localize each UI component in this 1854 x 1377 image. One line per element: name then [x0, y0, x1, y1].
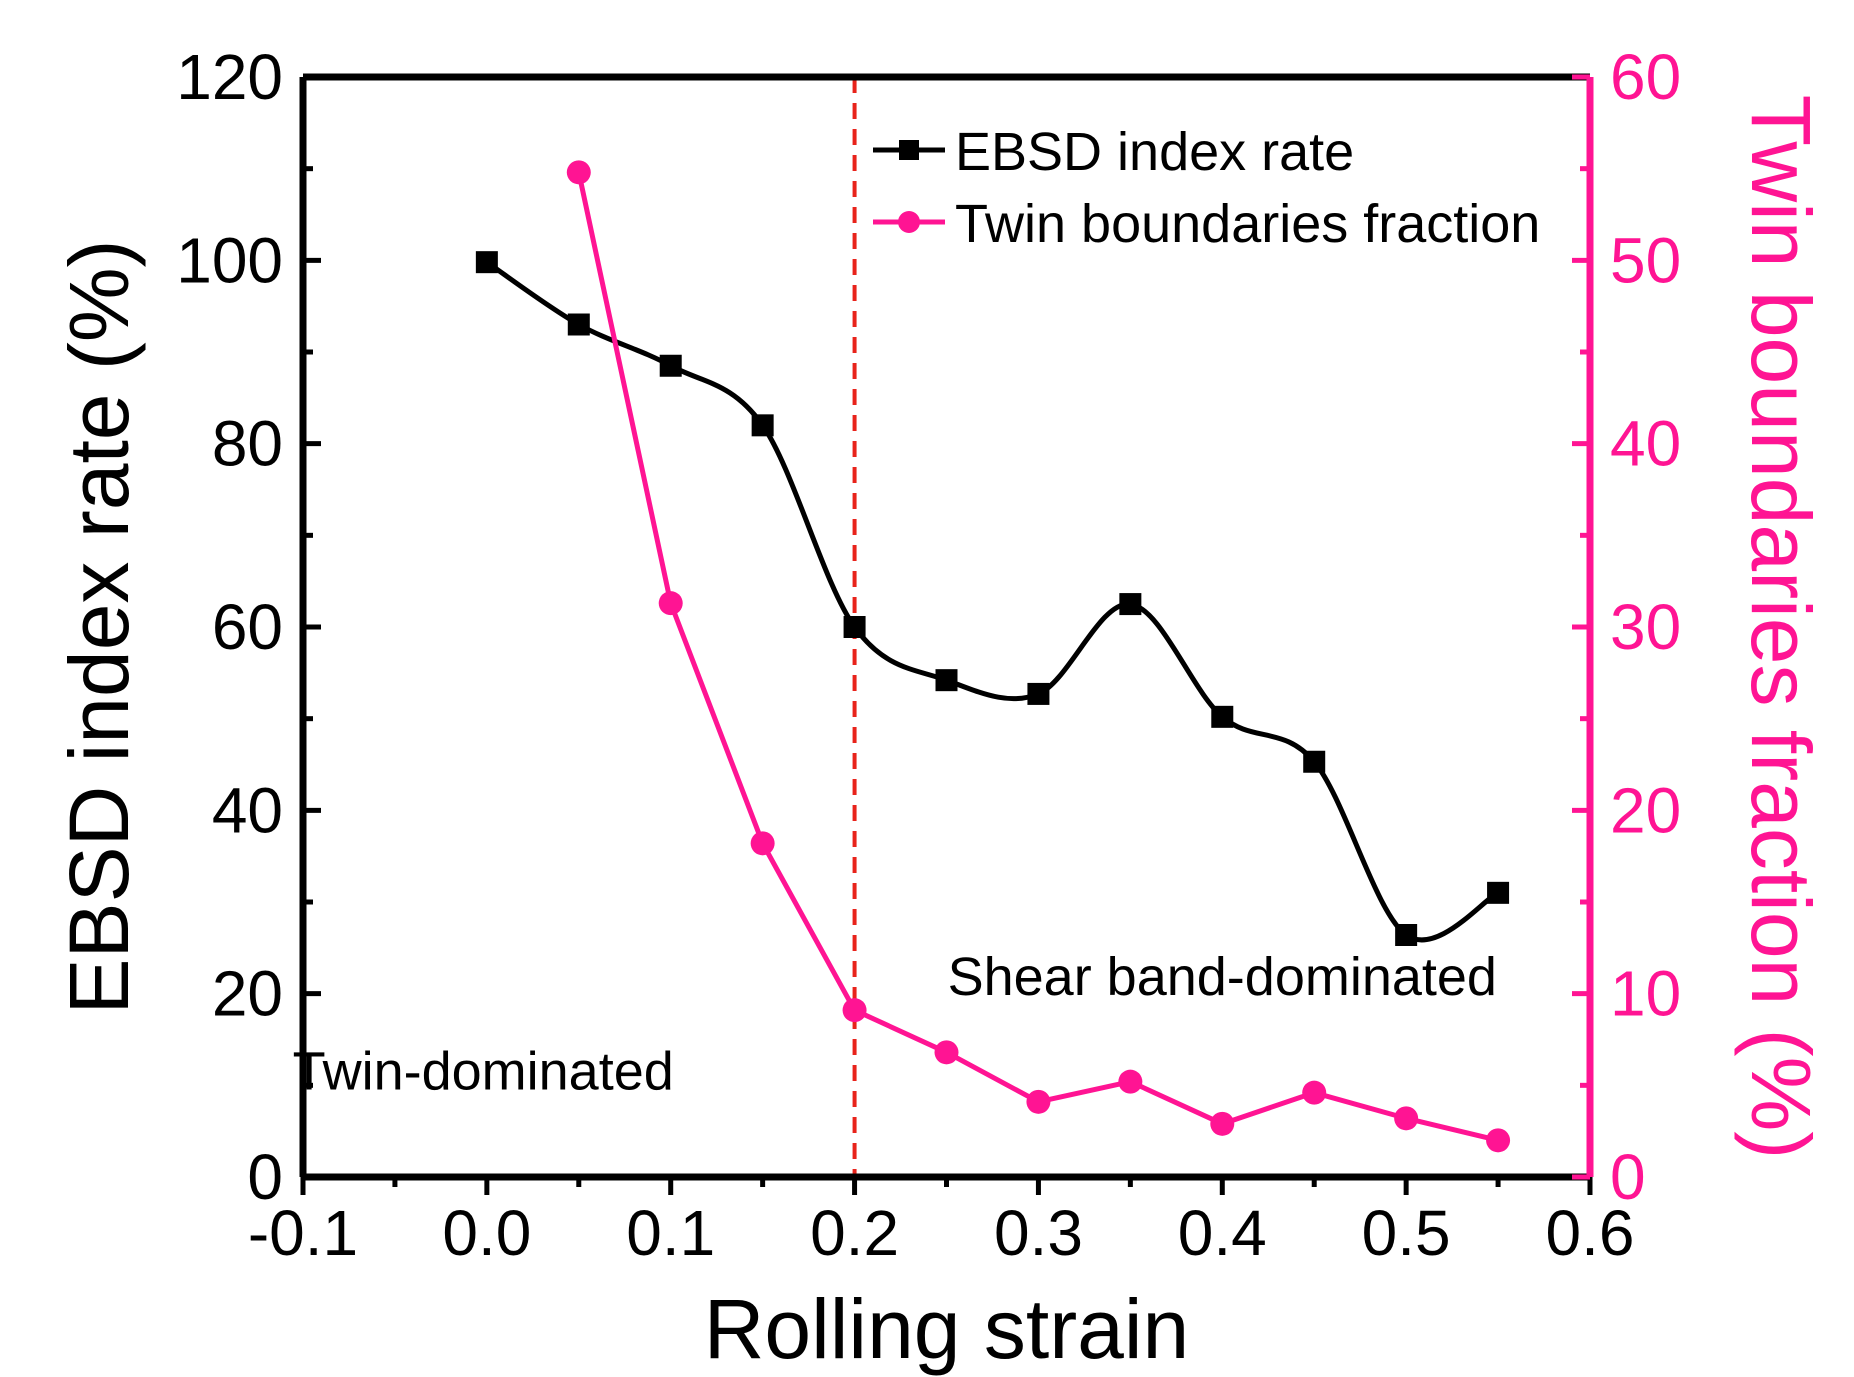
y-right-tick-label: 0: [1610, 1141, 1646, 1213]
ebsd-data-point: [567, 313, 590, 336]
legend-label-0: EBSD index rate: [955, 122, 1354, 182]
ebsd-data-point: [935, 669, 958, 692]
x-tick-label: 0.1: [626, 1197, 715, 1269]
x-tick-label: 0.2: [810, 1197, 899, 1269]
legend-marker-square: [899, 140, 919, 160]
y-right-tick-label: 20: [1610, 774, 1681, 846]
y-left-tick-label: 40: [212, 774, 283, 846]
twin-data-point: [1210, 1111, 1235, 1136]
ebsd-data-point: [1487, 881, 1510, 904]
y-left-tick-label: 20: [212, 958, 283, 1030]
x-tick-label: 0.4: [1178, 1197, 1267, 1269]
ebsd-data-point: [1211, 705, 1234, 728]
y-left-tick-label: 100: [176, 224, 283, 296]
ebsd-data-point: [1303, 750, 1326, 773]
y-left-axis-title: EBSD index rate (%): [52, 240, 146, 1015]
twin-data-point: [1486, 1128, 1511, 1153]
x-axis-title: Rolling strain: [704, 1282, 1190, 1376]
ebsd-data-point: [1027, 682, 1050, 705]
y-right-tick-label: 40: [1610, 408, 1681, 480]
x-tick-label: 0.3: [994, 1197, 1083, 1269]
y-left-tick-label: 120: [176, 41, 283, 113]
y-left-tick-label: 80: [212, 408, 283, 480]
series-group: [475, 160, 1511, 1153]
y-left-tick-label: 0: [247, 1141, 283, 1213]
twin-data-point: [566, 160, 591, 185]
ebsd-data-point: [751, 414, 774, 437]
x-tick-label: 0.0: [442, 1197, 531, 1269]
y-right-tick-label: 60: [1610, 41, 1681, 113]
y-right-tick-label: 30: [1610, 591, 1681, 663]
ebsd-data-point: [1119, 593, 1142, 616]
ebsd-data-point: [475, 251, 498, 274]
annotation-twin-dominated: Twin-dominated: [293, 1042, 674, 1102]
twin-data-point: [658, 591, 683, 616]
ebsd-data-point: [843, 616, 866, 638]
twin-data-point: [934, 1040, 959, 1065]
x-tick-label: -0.1: [248, 1197, 358, 1269]
twin-data-point: [750, 831, 775, 856]
ebsd-data-point: [1395, 924, 1418, 946]
y-right-tick-label: 50: [1610, 224, 1681, 296]
twin-data-point: [1026, 1089, 1051, 1114]
twin-data-point: [1118, 1069, 1143, 1094]
legend-label-1: Twin boundaries fraction: [955, 194, 1540, 254]
x-tick-label: 0.5: [1362, 1197, 1451, 1269]
y-right-axis-title: Twin boundaries fraction (%): [1734, 95, 1828, 1159]
twin-data-point: [842, 998, 867, 1023]
twin-data-point: [1394, 1106, 1419, 1131]
legend-marker-circle: [898, 211, 920, 233]
twin-data-point: [1302, 1080, 1327, 1105]
series-line-ebsd-index-rate: [485, 260, 1500, 943]
axes-group: -0.1 0.0 0.1 0.2 0.3 0.4 0.5 0.6 Rolling strain 0…: [52, 41, 1828, 1376]
x-tick-label: 0.6: [1546, 1197, 1635, 1269]
y-right-tick-label: 10: [1610, 958, 1681, 1030]
y-left-tick-label: 60: [212, 591, 283, 663]
annotation-group: Twin-dominated Shear band-dominated: [293, 947, 1497, 1101]
annotation-shear-band-dominated: Shear band-dominated: [948, 947, 1497, 1007]
ebsd-data-point: [659, 354, 682, 377]
legend-group: EBSD index rate Twin boundaries fraction: [873, 122, 1540, 254]
